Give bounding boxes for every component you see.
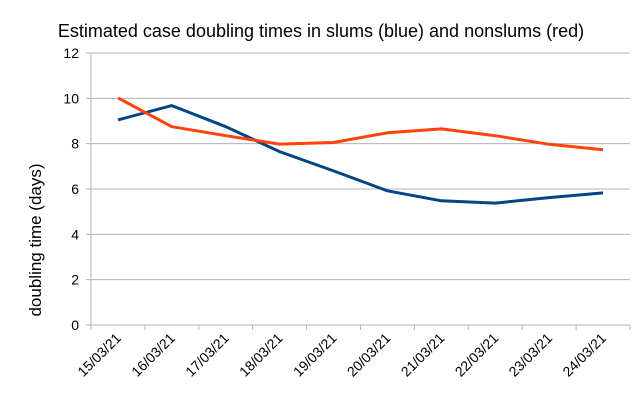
chart-title: Estimated case doubling times in slums (…	[58, 21, 584, 41]
y-tick-label: 0	[71, 317, 79, 333]
x-tick-label: 17/03/21	[182, 330, 232, 380]
x-tick-labels: 15/03/21 16/03/21 17/03/21 18/03/21 19/03/21…	[74, 330, 609, 380]
x-tick-label: 18/03/21	[236, 330, 286, 380]
series-line-0	[117, 104, 604, 205]
y-tick-label: 10	[63, 90, 79, 106]
y-tick-label: 8	[71, 136, 79, 152]
x-tick-label: 15/03/21	[74, 330, 124, 380]
grid-layer	[86, 52, 630, 326]
x-tick-label: 24/03/21	[559, 330, 609, 380]
y-tick-label: 4	[71, 226, 79, 242]
x-tick-label: 21/03/21	[398, 330, 448, 380]
axis-layer	[90, 53, 631, 330]
x-tick-label: 22/03/21	[452, 330, 502, 380]
y-tick-labels: 0 2 4 6 8 10 12	[63, 45, 79, 333]
x-tick-label: 23/03/21	[505, 330, 555, 380]
series-layer	[117, 96, 604, 205]
y-tick-label: 12	[63, 45, 79, 61]
x-tick-label: 20/03/21	[344, 330, 394, 380]
y-tick-label: 2	[71, 272, 79, 288]
y-axis-label: doubling time (days)	[26, 163, 45, 316]
series-line-1	[117, 96, 604, 152]
x-tick-label: 16/03/21	[128, 330, 178, 380]
x-tick-label: 19/03/21	[290, 330, 340, 380]
y-tick-label: 6	[71, 181, 79, 197]
